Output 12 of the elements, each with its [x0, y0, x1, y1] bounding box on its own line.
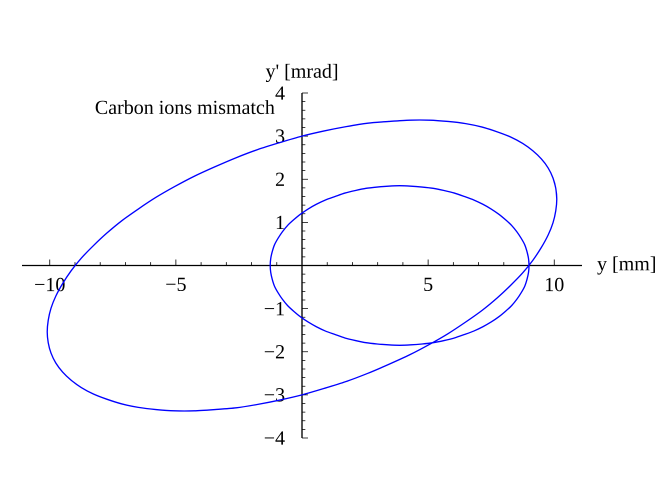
x-tick-label: 5 [424, 278, 432, 292]
y-tick-label: −4 [264, 431, 285, 445]
x-axis-title: y [mm] [597, 256, 655, 275]
y-axis-title: y' [mrad] [266, 64, 338, 82]
y-tick-label: 4 [275, 86, 285, 100]
x-tick-label: 10 [546, 278, 564, 292]
y-tick-label: 2 [276, 172, 284, 186]
y-tick-label: −1 [264, 302, 284, 316]
y-tick-label: −2 [264, 345, 284, 358]
y-tick-label: 1 [276, 216, 284, 229]
chart-title: Carbon ions mismatch [96, 100, 275, 114]
x-tick-label: −5 [166, 278, 186, 292]
